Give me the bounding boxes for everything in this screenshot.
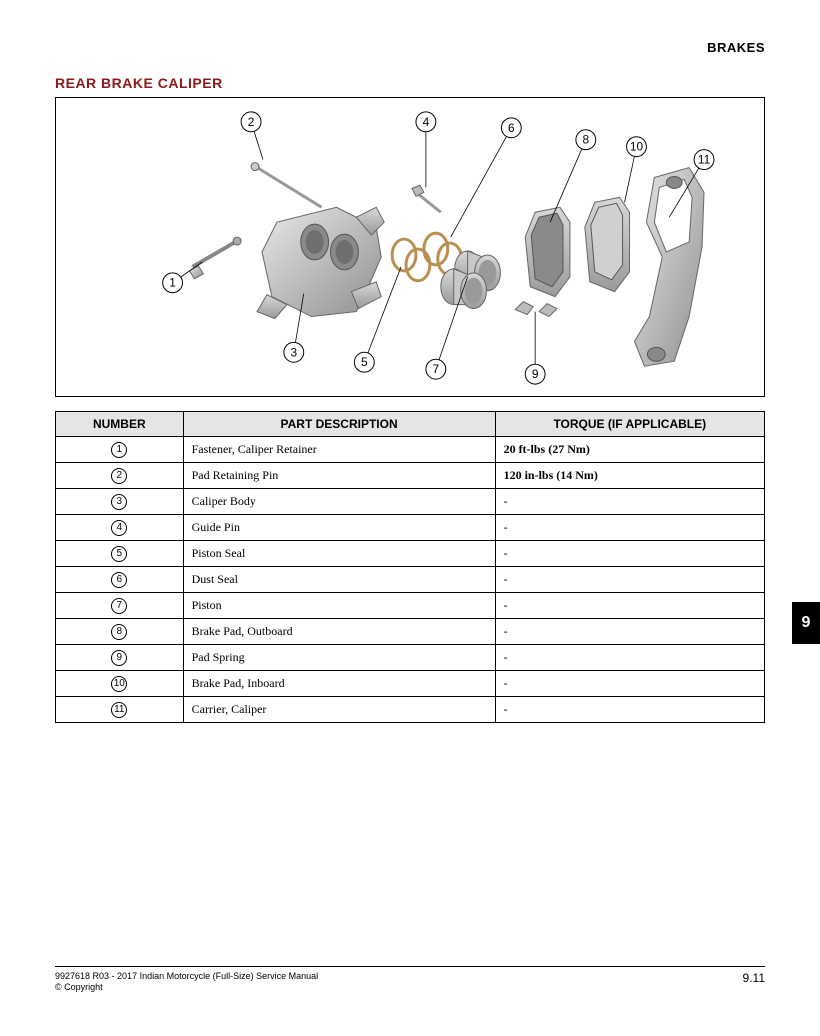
- cell-torque: -: [495, 541, 764, 567]
- table-row: 2Pad Retaining Pin120 in-lbs (14 Nm): [56, 463, 765, 489]
- cell-number: 6: [56, 567, 184, 593]
- cell-torque: -: [495, 515, 764, 541]
- cell-torque: 20 ft-lbs (27 Nm): [495, 437, 764, 463]
- cell-description: Fastener, Caliper Retainer: [183, 437, 495, 463]
- page: BRAKES REAR BRAKE CALIPER: [0, 0, 820, 1036]
- table-row: 6Dust Seal-: [56, 567, 765, 593]
- table-row: 8Brake Pad, Outboard-: [56, 619, 765, 645]
- cell-torque: 120 in-lbs (14 Nm): [495, 463, 764, 489]
- cell-description: Brake Pad, Outboard: [183, 619, 495, 645]
- svg-text:5: 5: [361, 355, 368, 369]
- cell-number: 2: [56, 463, 184, 489]
- cell-description: Carrier, Caliper: [183, 697, 495, 723]
- cell-description: Caliper Body: [183, 489, 495, 515]
- cell-torque: -: [495, 619, 764, 645]
- footer-page-number: 9.11: [743, 971, 765, 985]
- svg-text:3: 3: [290, 345, 297, 359]
- cell-number: 8: [56, 619, 184, 645]
- th-torque: TORQUE (IF APPLICABLE): [495, 412, 764, 437]
- exploded-diagram: 1 2 3 4 5 6 7 8 9 10 11: [55, 97, 765, 397]
- chapter-tab: 9: [792, 602, 820, 644]
- table-row: 3Caliper Body-: [56, 489, 765, 515]
- table-row: 9Pad Spring-: [56, 645, 765, 671]
- cell-torque: -: [495, 567, 764, 593]
- cell-description: Piston: [183, 593, 495, 619]
- cell-torque: -: [495, 489, 764, 515]
- cell-description: Dust Seal: [183, 567, 495, 593]
- cell-number: 9: [56, 645, 184, 671]
- cell-description: Piston Seal: [183, 541, 495, 567]
- footer-doc-id: 9927618 R03 - 2017 Indian Motorcycle (Fu…: [55, 971, 318, 983]
- svg-text:1: 1: [169, 276, 176, 290]
- svg-text:8: 8: [583, 133, 590, 147]
- part-pad-inboard: [585, 197, 630, 291]
- table-row: 11Carrier, Caliper-: [56, 697, 765, 723]
- table-row: 4Guide Pin-: [56, 515, 765, 541]
- svg-text:11: 11: [698, 153, 711, 167]
- th-number: NUMBER: [56, 412, 184, 437]
- table-row: 1Fastener, Caliper Retainer20 ft-lbs (27…: [56, 437, 765, 463]
- part-guide-pin: [412, 185, 441, 212]
- svg-text:2: 2: [248, 115, 255, 129]
- part-retaining-pin: [251, 163, 322, 208]
- diagram-callouts: 1 2 3 4 5 6 7 8 9 10 11: [163, 112, 714, 384]
- cell-number: 7: [56, 593, 184, 619]
- diagram-svg: 1 2 3 4 5 6 7 8 9 10 11: [56, 98, 764, 396]
- cell-description: Guide Pin: [183, 515, 495, 541]
- svg-text:4: 4: [423, 115, 430, 129]
- footer-copyright: © Copyright: [55, 982, 318, 994]
- footer-left: 9927618 R03 - 2017 Indian Motorcycle (Fu…: [55, 971, 318, 994]
- cell-torque: -: [495, 645, 764, 671]
- cell-number: 10: [56, 671, 184, 697]
- table-header-row: NUMBER PART DESCRIPTION TORQUE (IF APPLI…: [56, 412, 765, 437]
- table-row: 10Brake Pad, Inboard-: [56, 671, 765, 697]
- cell-description: Pad Spring: [183, 645, 495, 671]
- svg-text:10: 10: [630, 140, 644, 154]
- svg-text:6: 6: [508, 121, 515, 135]
- table-row: 5Piston Seal-: [56, 541, 765, 567]
- svg-text:9: 9: [532, 367, 539, 381]
- cell-torque: -: [495, 697, 764, 723]
- part-pad-outboard: [525, 207, 570, 296]
- svg-text:7: 7: [433, 362, 440, 376]
- cell-torque: -: [495, 671, 764, 697]
- cell-number: 1: [56, 437, 184, 463]
- part-pad-spring: [515, 302, 557, 317]
- part-caliper-body: [257, 207, 384, 318]
- cell-description: Brake Pad, Inboard: [183, 671, 495, 697]
- page-footer: 9927618 R03 - 2017 Indian Motorcycle (Fu…: [55, 966, 765, 994]
- cell-torque: -: [495, 593, 764, 619]
- part-piston: [441, 251, 501, 309]
- part-fastener: [189, 237, 241, 279]
- page-header-section: BRAKES: [55, 40, 765, 55]
- cell-description: Pad Retaining Pin: [183, 463, 495, 489]
- parts-table: NUMBER PART DESCRIPTION TORQUE (IF APPLI…: [55, 411, 765, 723]
- table-row: 7Piston-: [56, 593, 765, 619]
- cell-number: 4: [56, 515, 184, 541]
- section-title: REAR BRAKE CALIPER: [55, 75, 765, 91]
- cell-number: 5: [56, 541, 184, 567]
- th-description: PART DESCRIPTION: [183, 412, 495, 437]
- part-carrier: [634, 168, 704, 367]
- cell-number: 11: [56, 697, 184, 723]
- cell-number: 3: [56, 489, 184, 515]
